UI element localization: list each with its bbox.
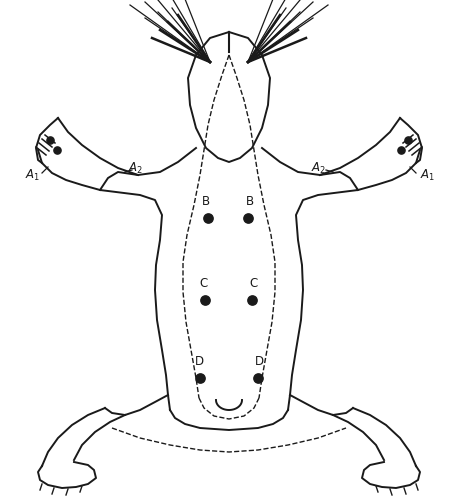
Point [204, 214, 212, 222]
Text: C: C [250, 277, 258, 290]
Point [248, 296, 256, 304]
Point [244, 214, 251, 222]
Text: B: B [202, 195, 210, 208]
Text: $A_1$: $A_1$ [25, 167, 40, 183]
Point [202, 296, 209, 304]
Text: $A_2$: $A_2$ [311, 160, 326, 176]
Text: D: D [195, 355, 203, 368]
Point [46, 136, 54, 144]
Point [196, 374, 204, 382]
Text: $A_2$: $A_2$ [128, 160, 143, 176]
Point [404, 136, 412, 144]
Point [254, 374, 262, 382]
Text: B: B [246, 195, 254, 208]
Text: D: D [255, 355, 263, 368]
Text: $A_1$: $A_1$ [420, 167, 435, 183]
Point [53, 146, 60, 154]
Point [398, 146, 405, 154]
Text: C: C [199, 277, 207, 290]
